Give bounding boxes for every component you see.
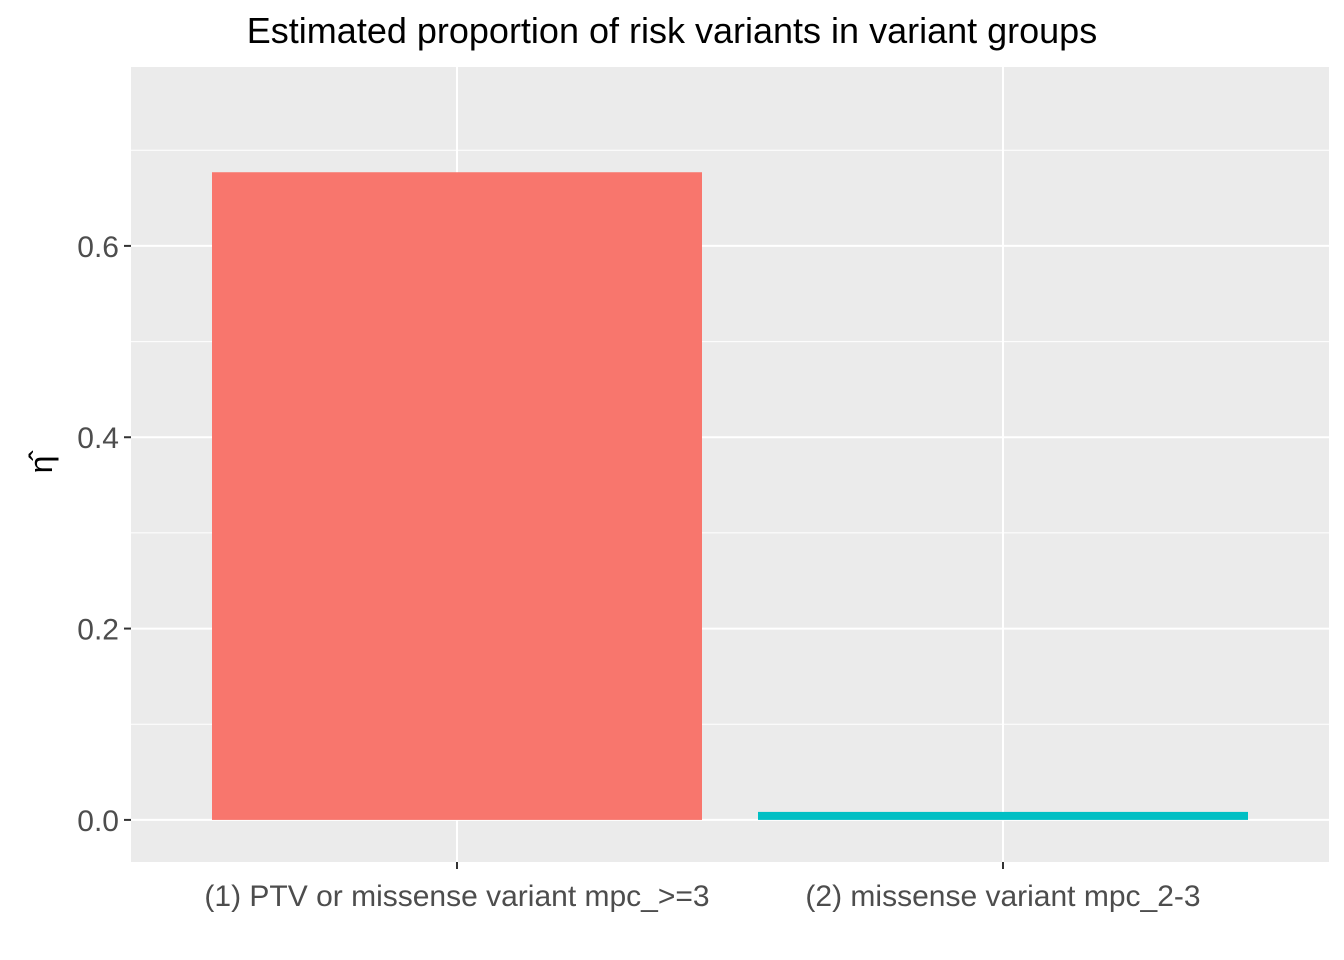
y-tick-label: 0.4: [77, 422, 119, 455]
y-tick-label: 0.2: [77, 614, 119, 647]
chart-title: Estimated proportion of risk variants in…: [246, 10, 1098, 51]
y-axis-label: η̂: [23, 450, 59, 474]
x-tick-label: (2) missense variant mpc_2-3: [805, 880, 1200, 913]
y-tick-label: 0.0: [77, 805, 119, 838]
y-axis: 0.0 0.2 0.4 0.6: [77, 231, 131, 838]
bars: [212, 172, 1248, 820]
x-axis: (1) PTV or missense variant mpc_>=3 (2) m…: [204, 862, 1201, 913]
bar-1: [212, 172, 702, 820]
y-tick-label: 0.6: [77, 231, 119, 264]
x-tick-label: (1) PTV or missense variant mpc_>=3: [204, 880, 709, 913]
bar-2: [758, 811, 1248, 820]
